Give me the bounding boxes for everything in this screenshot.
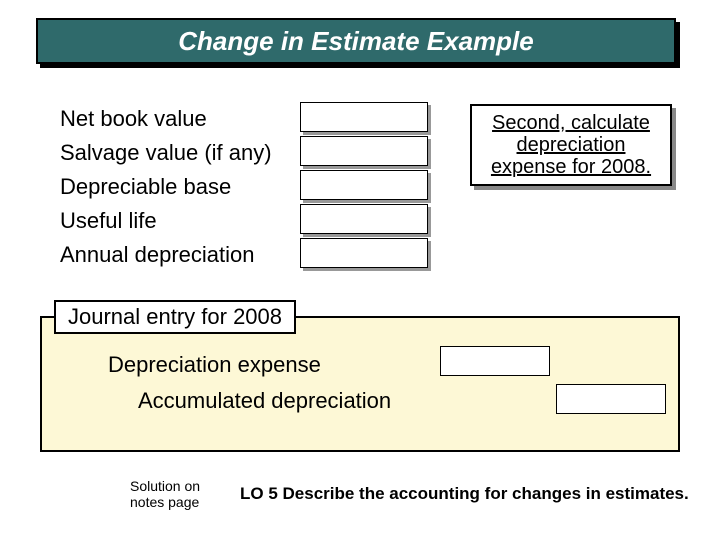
- label-net-book-value: Net book value: [60, 102, 272, 136]
- step-callout: Second, calculate depreciation expense f…: [470, 104, 672, 186]
- label-salvage-value: Salvage value (if any): [60, 136, 272, 170]
- label-annual-depreciation: Annual depreciation: [60, 238, 272, 272]
- label-useful-life: Useful life: [60, 204, 272, 238]
- value-box-salvage-value: [300, 136, 428, 166]
- journal-debit-label: Depreciation expense: [108, 352, 321, 378]
- label-depreciable-base: Depreciable base: [60, 170, 272, 204]
- journal-debit-amount-box: [440, 346, 550, 376]
- journal-credit-amount-box: [556, 384, 666, 414]
- calc-labels: Net book value Salvage value (if any) De…: [60, 102, 272, 272]
- title-text: Change in Estimate Example: [36, 18, 676, 64]
- value-box-net-book-value: [300, 102, 428, 132]
- solution-note: Solution on notes page: [130, 478, 200, 510]
- title-banner: Change in Estimate Example: [36, 18, 676, 64]
- value-box-annual-depreciation: [300, 238, 428, 268]
- solution-note-line1: Solution on: [130, 478, 200, 494]
- journal-entry-tab: Journal entry for 2008: [54, 300, 296, 334]
- solution-note-line2: notes page: [130, 494, 200, 510]
- learning-objective: LO 5 Describe the accounting for changes…: [240, 484, 689, 504]
- callout-text: Second, calculate depreciation expense f…: [470, 104, 672, 186]
- journal-credit-label: Accumulated depreciation: [138, 388, 391, 414]
- value-box-useful-life: [300, 204, 428, 234]
- value-box-depreciable-base: [300, 170, 428, 200]
- calc-value-boxes: [300, 102, 428, 272]
